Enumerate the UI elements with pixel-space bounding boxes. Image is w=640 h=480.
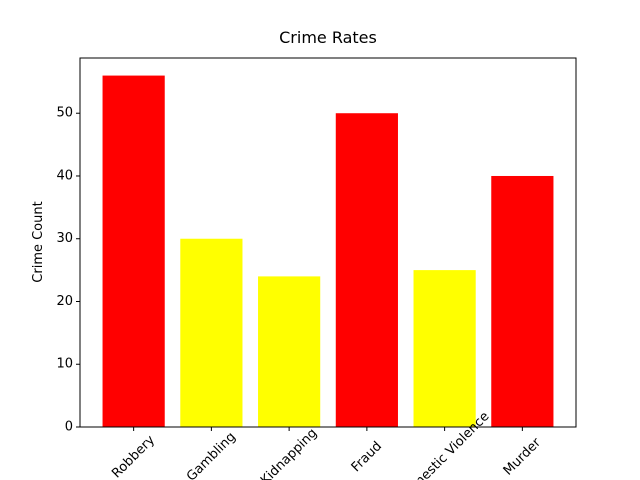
- plot-frame: [79, 57, 577, 428]
- y-tick-label: 0: [65, 420, 73, 435]
- y-tick-label: 10: [56, 357, 73, 372]
- bar: [180, 238, 243, 427]
- y-axis-label: Crime Count: [31, 201, 46, 282]
- y-tick-label: 20: [56, 294, 73, 309]
- x-tick-label: Kidnapping: [258, 426, 320, 480]
- bar: [413, 270, 476, 427]
- x-tick-label: Gambling: [184, 430, 239, 480]
- bar: [335, 113, 398, 427]
- x-tick-label: Murder: [501, 435, 545, 479]
- bar: [491, 175, 554, 427]
- y-tick-label: 30: [56, 231, 73, 246]
- y-tick-label: 50: [56, 106, 73, 121]
- x-tick-label: Robbery: [109, 432, 158, 480]
- x-tick-label: Fraud: [349, 439, 385, 475]
- bar: [258, 276, 321, 427]
- chart-title: Crime Rates: [279, 28, 377, 47]
- y-tick-label: 40: [56, 168, 73, 183]
- bar: [102, 75, 165, 428]
